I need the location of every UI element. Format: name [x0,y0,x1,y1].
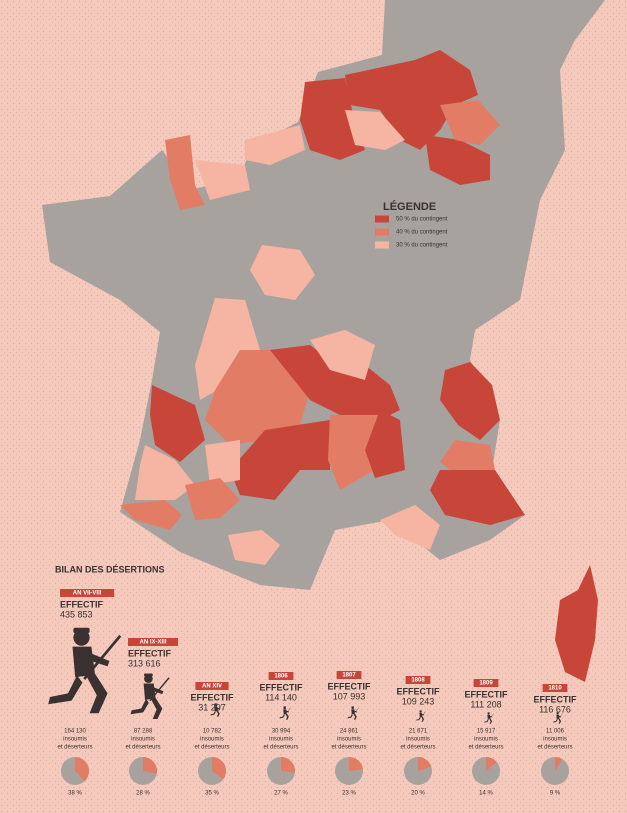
period-tag [268,672,294,680]
percent-label: 20 % [411,791,425,797]
deserters-caption: insoumis [543,737,567,743]
percent-label: 9 % [550,791,561,797]
effectif-label: EFFECTIF [465,689,508,699]
pie-slice [75,757,90,782]
period-label: 1806 [274,674,288,680]
legend-label: 50 % du contingent [396,217,448,223]
legend-label: 30 % du contingent [396,243,448,249]
deserters-caption: insoumis [406,737,430,743]
deserters-caption: et déserteurs [194,745,229,751]
deserters-caption: insoumis [474,737,498,743]
effectif-value: 109 243 [402,696,435,706]
period-tag [473,679,499,687]
period-label: 1808 [411,678,425,684]
regions [120,50,525,565]
legend-swatch [375,215,389,223]
effectif-label: EFFECTIF [260,682,303,692]
effectif-label: EFFECTIF [60,599,103,609]
deserters-caption: et déserteurs [263,745,298,751]
percent-label: 28 % [136,791,150,797]
deserters-value: 10 782 [203,729,222,735]
deserters-caption: et déserteurs [537,745,572,751]
effectif-value: 116 676 [539,704,571,714]
effectif-label: EFFECTIF [397,686,440,696]
period-label: 1807 [342,673,356,679]
deserters-value: 21 671 [409,729,428,735]
period-tag [128,638,178,646]
deserters-caption: insoumis [269,737,293,743]
period-tag [195,682,229,690]
effectif-label: EFFECTIF [328,681,371,691]
deserters-caption: insoumis [131,737,155,743]
corsica [555,565,598,682]
period-label: AN XIV [202,684,222,690]
deserters-caption: et déserteurs [468,745,503,751]
legend-swatch [375,228,389,236]
pie-slice [349,757,363,771]
deserters-caption: et déserteurs [400,745,435,751]
deserters-value: 11 006 [546,729,565,735]
deserters-value: 164 130 [64,729,86,735]
effectif-label: EFFECTIF [534,694,577,704]
effectif-value: 114 140 [265,692,297,702]
period-tag [542,684,568,692]
deserters-caption: et déserteurs [125,745,160,751]
pie-slice [418,757,432,771]
effectif-label: EFFECTIF [191,692,234,702]
percent-label: 38 % [68,791,82,797]
deserters-value: 15 917 [477,729,496,735]
period-tag [336,671,362,679]
deserters-caption: et déserteurs [57,745,92,751]
period-tag [405,676,431,684]
deserters-value: 24 861 [340,729,359,735]
deserters-value: 30 994 [272,729,291,735]
legend: 50 % du contingent 40 % du contingent 30 %… [375,215,448,249]
bilan-title: BILAN DES DÉSERTIONS [55,564,165,574]
pie-slice [143,757,158,774]
legend-label: 40 % du contingent [396,230,448,236]
pie-slice [212,757,227,780]
deserters-value: 87 288 [134,729,153,735]
pie-slice [281,757,295,773]
deserters-caption: insoumis [200,737,224,743]
effectif-label: EFFECTIF [128,648,171,658]
effectif-value: 31 207 [198,702,226,712]
deserters-caption: insoumis [63,737,87,743]
effectif-value: 111 208 [470,699,501,709]
pie-slice [486,757,497,771]
effectif-value: 435 853 [60,609,93,619]
percent-label: 27 % [274,791,288,797]
percent-label: 14 % [479,791,493,797]
deserters-caption: et déserteurs [331,745,366,751]
period-label: AN IX-XIII [139,640,166,646]
percent-label: 23 % [342,791,356,797]
period-label: 1810 [548,686,562,692]
legend-swatch [375,241,389,249]
legend-title: LÉGENDE [383,200,436,213]
period-label: AN VII-VIII [73,591,102,597]
effectif-value: 313 616 [128,658,161,668]
effectif-value: 107 993 [333,691,366,701]
percent-label: 35 % [205,791,219,797]
pie-slice [555,757,563,771]
period-label: 1809 [479,681,493,687]
deserters-caption: insoumis [337,737,361,743]
period-tag [60,589,115,597]
